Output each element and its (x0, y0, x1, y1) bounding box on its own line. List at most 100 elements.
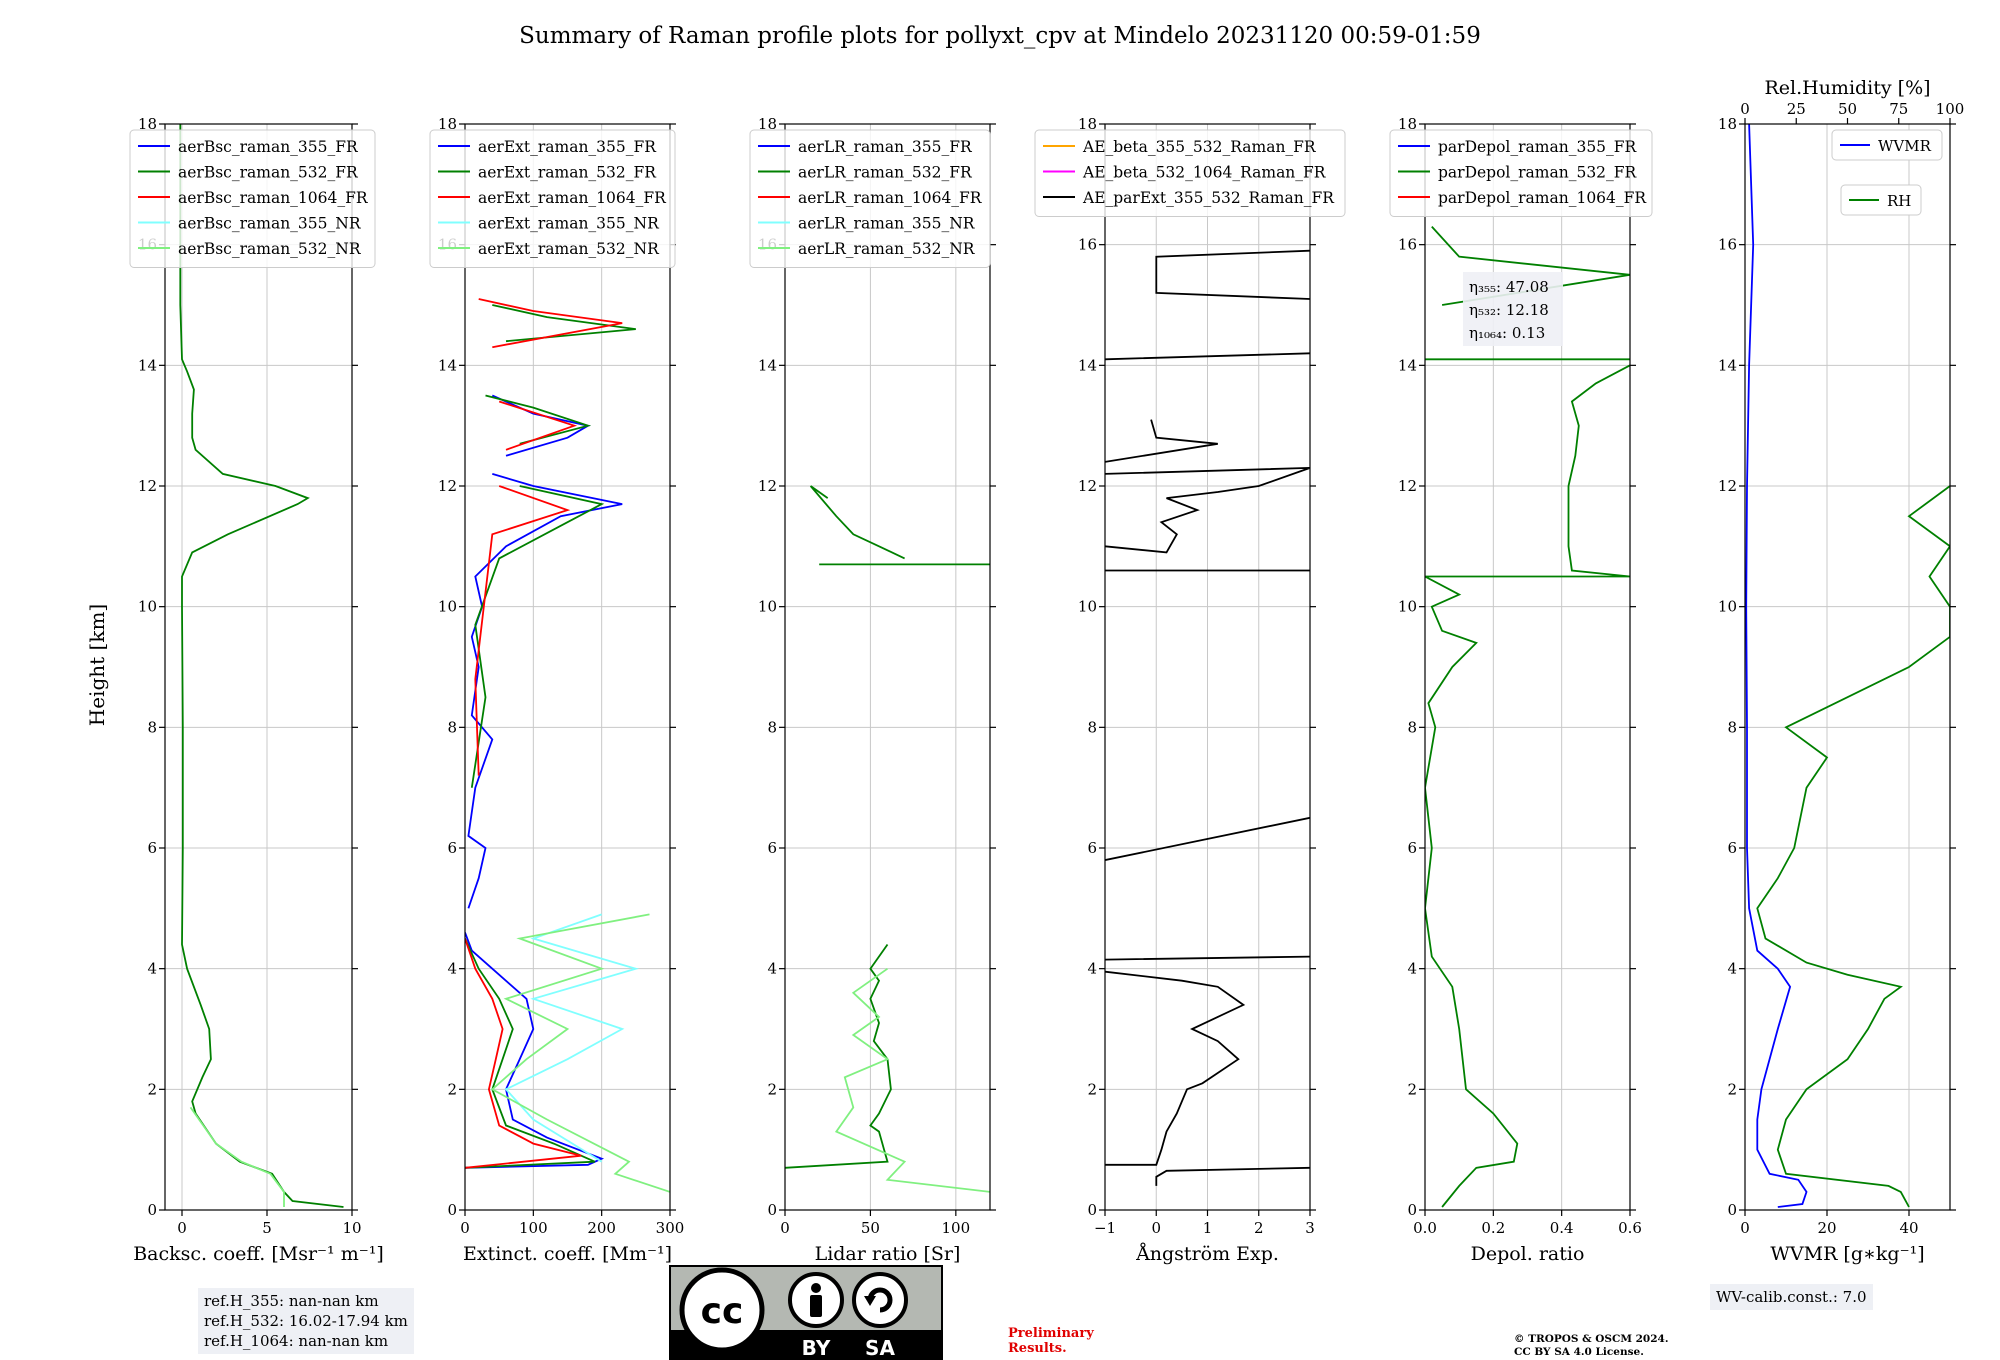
y-tick-label: 12 (758, 477, 777, 495)
x2-tick-label: 75 (1889, 100, 1908, 118)
legend-box (1034, 129, 1346, 217)
refh-355: ref.H_355: nan-nan km (204, 1292, 379, 1310)
preliminary-line-1: Preliminary (1008, 1326, 1094, 1341)
series-line-aerExt_raman_355_FR (465, 394, 623, 1169)
y-tick-label: 2 (1087, 1080, 1097, 1098)
sa-share-icon (852, 1272, 908, 1328)
legend-box (1389, 129, 1653, 217)
axes-frame (1424, 123, 1631, 1211)
annotation-box (1463, 272, 1563, 346)
y-tick-label: 4 (147, 960, 157, 978)
y-tick-label: 4 (1087, 960, 1097, 978)
y-tick-label: 18 (1398, 115, 1417, 133)
series-line-RH (1756, 485, 1950, 1208)
y-tick-label: 14 (1398, 356, 1417, 374)
legend-box (1831, 129, 1943, 161)
legend-box (129, 129, 376, 268)
cc-label-sa: SA (865, 1336, 895, 1360)
x2-tick-label: 0 (1740, 100, 1750, 118)
y-tick-label: 6 (1087, 839, 1097, 857)
legend-label: aerLR_raman_1064_FR (798, 189, 983, 207)
y-tick-label: 12 (138, 477, 157, 495)
y-tick-label: 10 (1078, 598, 1097, 616)
legend-label: AE_beta_355_532_Raman_FR (1082, 138, 1317, 156)
axes-frame (784, 123, 991, 1211)
legend-label: aerBsc_raman_1064_FR (178, 189, 369, 207)
panel-bsc: 0246810121416180510Backsc. coeff. [Msr⁻¹… (129, 115, 384, 1265)
legend-label: aerExt_raman_532_FR (478, 164, 657, 182)
legend-label: aerBsc_raman_532_FR (178, 164, 359, 182)
y-tick-label: 10 (438, 598, 457, 616)
y-tick-label: 4 (1407, 960, 1417, 978)
x-tick-label: 200 (587, 1219, 616, 1237)
y-tick-label: 6 (767, 839, 777, 857)
cc-logo-text: cc (701, 1291, 744, 1332)
legend-label: aerLR_raman_355_FR (798, 138, 973, 156)
x-tick-label: 10 (342, 1219, 361, 1237)
axes-frame (1744, 123, 1951, 1211)
preliminary-line-2: Results. (1008, 1341, 1067, 1356)
preliminary-note: Preliminary Results. (1008, 1326, 1094, 1356)
y-tick-label: 12 (1718, 477, 1737, 495)
y-tick-label: 6 (1727, 839, 1737, 857)
y-tick-label: 6 (447, 839, 457, 857)
legend-label: parDepol_raman_1064_FR (1438, 189, 1647, 207)
legend-label: aerLR_raman_355_NR (798, 215, 976, 233)
y-tick-label: 0 (767, 1201, 777, 1219)
series-group (1745, 124, 1950, 1208)
legend-label: aerExt_raman_355_NR (478, 215, 660, 233)
y-tick-label: 12 (438, 477, 457, 495)
y-tick-label: 8 (1407, 718, 1417, 736)
x-axis-label: Backsc. coeff. [Msr⁻¹ m⁻¹] (133, 1243, 384, 1265)
y-tick-label: 12 (1398, 477, 1417, 495)
annotation-text: η₁₀₆₄: 0.13 (1469, 324, 1545, 342)
legend-label: parDepol_raman_532_FR (1438, 164, 1638, 182)
x-tick-label: 3 (1305, 1219, 1315, 1237)
y-tick-label: 18 (138, 115, 157, 133)
cc-by-sa-badge: cc BY SA (669, 1265, 943, 1360)
y-tick-label: 0 (1087, 1201, 1097, 1219)
series-line-aerBsc_raman_532_FR (179, 124, 344, 1208)
x-tick-label: 1 (1203, 1219, 1213, 1237)
copyright-line-2: CC BY SA 4.0 License. (1514, 1346, 1644, 1358)
x2-tick-label: 25 (1787, 100, 1806, 118)
y-tick-label: 8 (767, 718, 777, 736)
legend-box (1840, 184, 1922, 216)
x-tick-label: 300 (656, 1219, 685, 1237)
series-line-AE_parExt_355_532_Raman_FR (1105, 249, 1310, 1186)
x-tick-label: 50 (861, 1219, 880, 1237)
copyright-note: © TROPOS & OSCM 2024. CC BY SA 4.0 Licen… (1514, 1333, 1669, 1359)
figure-title: Summary of Raman profile plots for polly… (519, 23, 1481, 49)
y-tick-label: 0 (1407, 1201, 1417, 1219)
y-tick-label: 4 (1727, 960, 1737, 978)
series-line-WVMR (1745, 124, 1808, 1208)
reference-height-box: ref.H_355: nan-nan km ref.H_532: 16.02-1… (198, 1288, 414, 1354)
x-axis-label: Ångström Exp. (1135, 1243, 1279, 1265)
legend-label: AE_beta_532_1064_Raman_FR (1082, 164, 1327, 182)
series-group (1425, 225, 1630, 1208)
legend-label: aerBsc_raman_532_NR (178, 240, 362, 258)
copyright-line-1: © TROPOS & OSCM 2024. (1514, 1333, 1669, 1345)
series-line-aerExt_raman_1064_FR (465, 298, 623, 1169)
legend-label: aerLR_raman_532_NR (798, 240, 976, 258)
legend-label: aerBsc_raman_355_FR (178, 138, 359, 156)
series-line-aerLR_raman_532_NR (834, 967, 990, 1193)
panel-ext: 0246810121416180100200300Extinct. coeff.… (429, 115, 685, 1265)
x-tick-label: 2 (1254, 1219, 1264, 1237)
series-line-aerBsc_raman_532_NR (189, 1106, 285, 1207)
series-line-parDepol_raman_532_FR (1425, 225, 1630, 1208)
x-tick-label: 0 (177, 1219, 187, 1237)
x2-tick-label: 50 (1838, 100, 1857, 118)
y-tick-label: 16 (1078, 236, 1097, 254)
series-group (785, 485, 990, 1193)
series-line-aerExt_raman_532_FR (465, 304, 636, 1169)
y-tick-label: 18 (758, 115, 777, 133)
x-tick-label: 20 (1817, 1219, 1836, 1237)
y-tick-label: 2 (447, 1080, 457, 1098)
x-tick-label: 0.6 (1618, 1219, 1642, 1237)
y-tick-label: 14 (138, 356, 157, 374)
series-line-aerExt_raman_355_NR (504, 913, 639, 1163)
